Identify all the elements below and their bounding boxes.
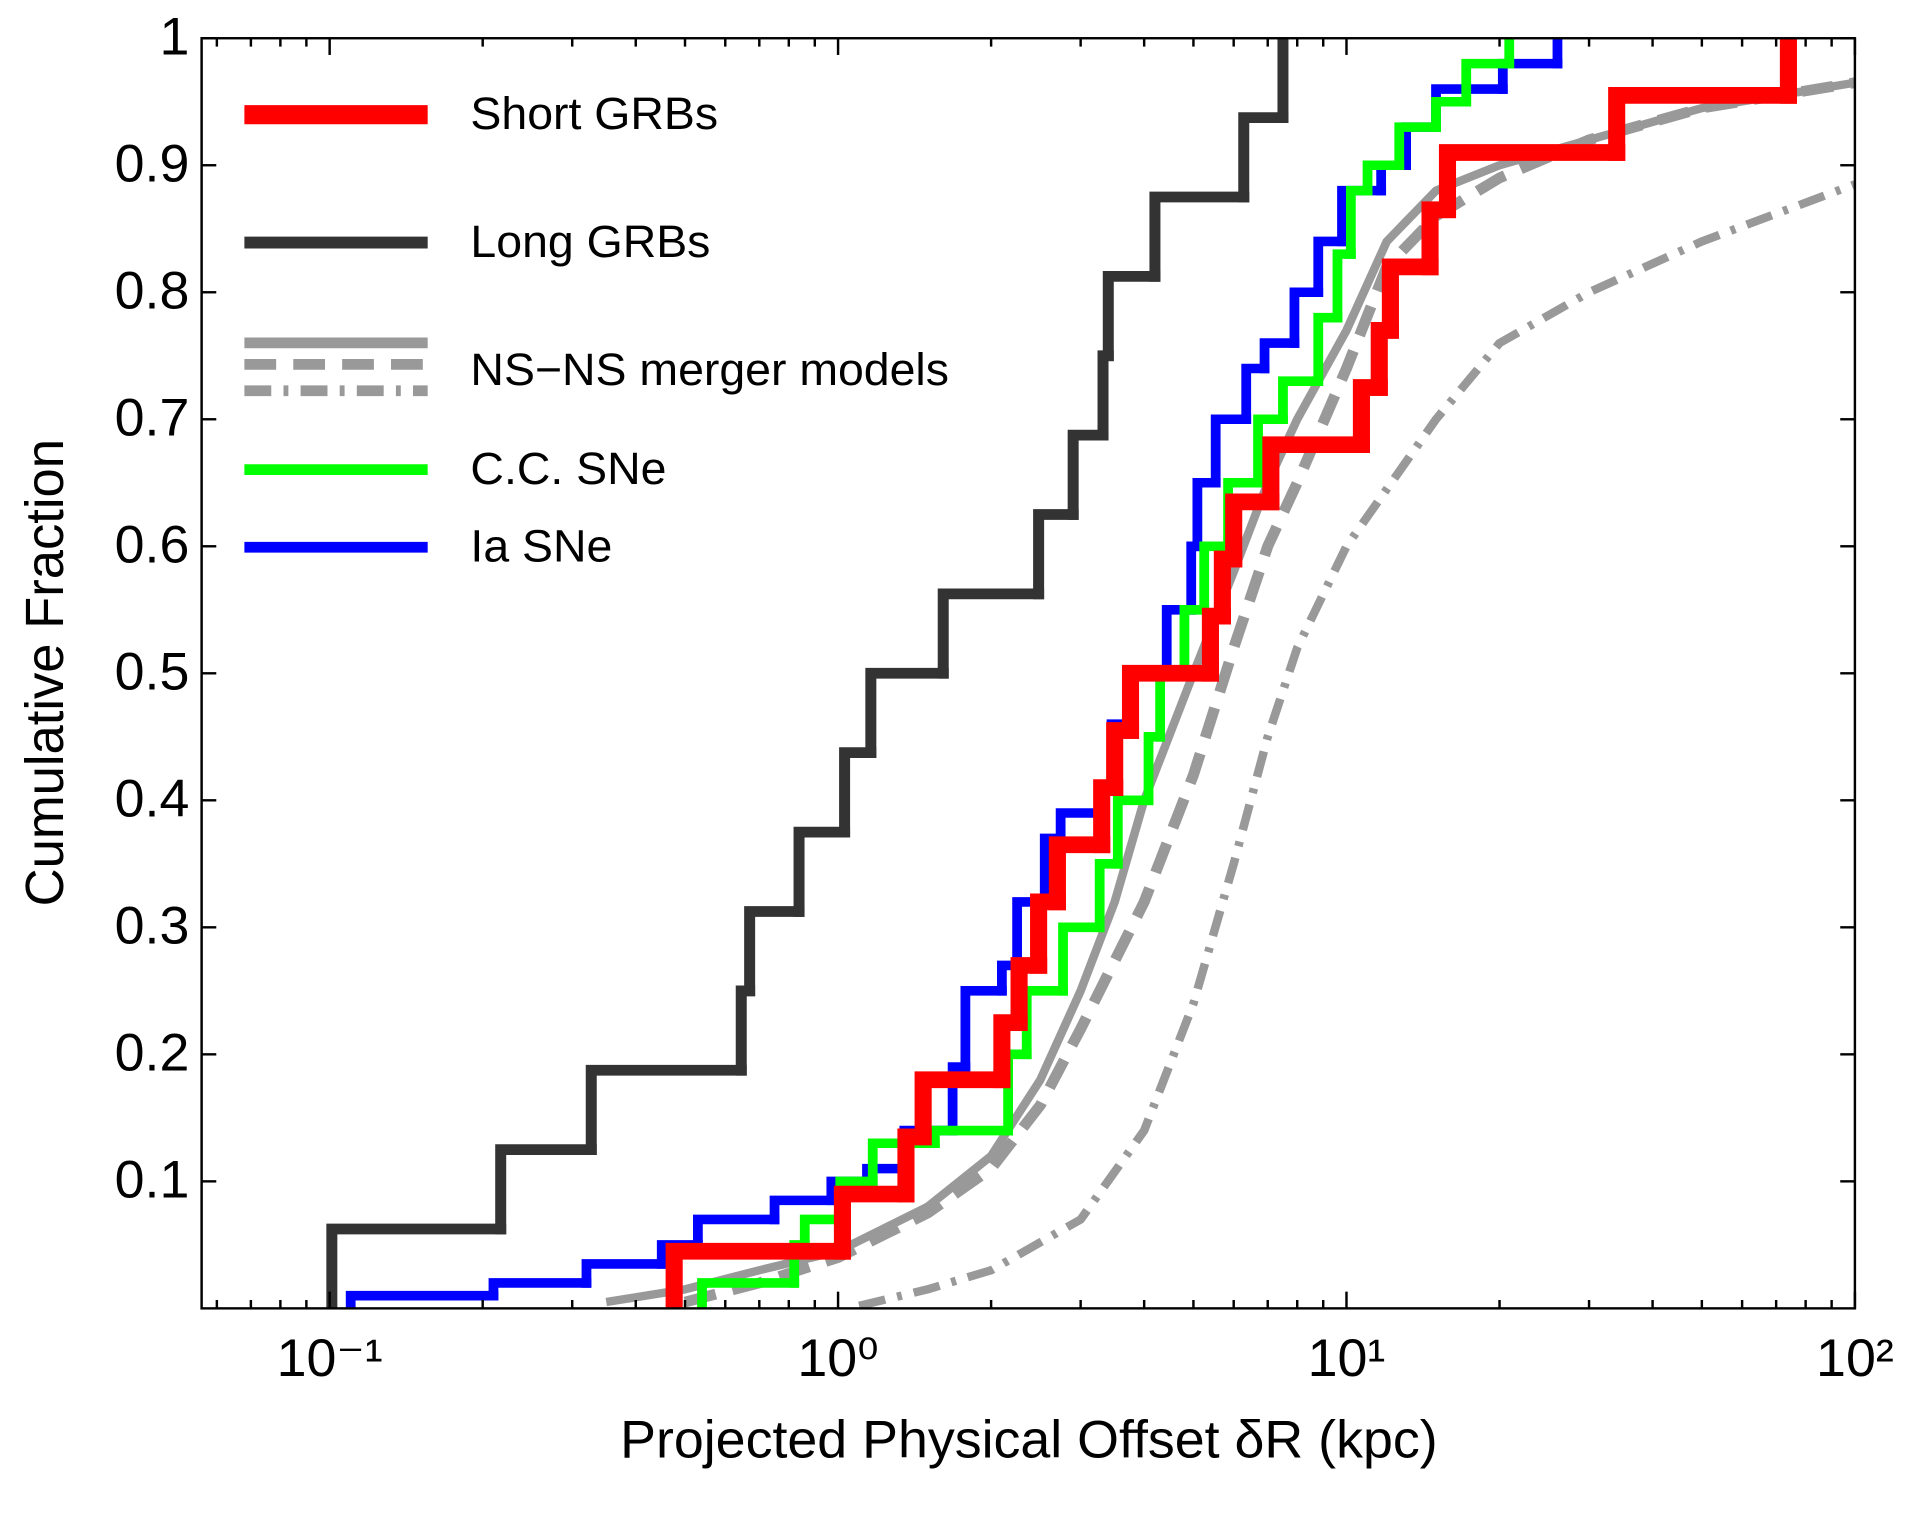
- plot-area: [326, 38, 1855, 1309]
- step-segment: [692, 1214, 780, 1250]
- step-segment: [929, 1125, 1013, 1149]
- step-segment: [1102, 271, 1161, 362]
- step-segment: [1055, 808, 1105, 844]
- step-segment: [1313, 236, 1347, 298]
- step-segment: [914, 1071, 1011, 1146]
- step-segment: [1438, 144, 1626, 219]
- step-segment: [495, 1144, 597, 1235]
- y-axis-label: Cumulative Fraction: [16, 439, 76, 906]
- step-segment: [1608, 87, 1797, 161]
- step-segment: [1289, 287, 1324, 348]
- step-segment: [581, 1259, 667, 1288]
- step-segment: [1210, 414, 1252, 488]
- legend-label: Long GRBs: [470, 215, 710, 266]
- step-segment: [1362, 160, 1405, 196]
- step-segment: [326, 1223, 507, 1309]
- step-segment: [1394, 122, 1441, 171]
- step-segment: [1067, 429, 1109, 520]
- step-segment: [345, 1290, 499, 1309]
- step-segment: [697, 1278, 800, 1309]
- step-segment: [1199, 541, 1233, 615]
- x-axis-label: Projected Physical Offset δR (kpc): [620, 1411, 1438, 1469]
- step-segment: [1381, 258, 1439, 339]
- y-tick-label: 0.7: [115, 389, 190, 447]
- step-segment: [1192, 478, 1221, 552]
- y-tick-label: 0.8: [115, 262, 190, 320]
- x-tick-label: 10²: [1816, 1330, 1894, 1388]
- model-curve: [858, 180, 1855, 1309]
- y-tick-label: 0.1: [115, 1151, 190, 1209]
- step-segment: [960, 986, 1007, 1072]
- x-tick-label: 10⁻¹: [277, 1330, 383, 1388]
- y-tick-label: 1: [159, 8, 189, 66]
- y-tick-label: 0.9: [115, 135, 190, 193]
- step-segment: [793, 826, 851, 917]
- step-segment: [937, 588, 1045, 679]
- step-segment: [1033, 509, 1079, 600]
- y-tick-label: 0.5: [115, 643, 190, 701]
- step-segment: [665, 1242, 851, 1309]
- step-segment: [1262, 436, 1370, 511]
- step-segment: [1112, 795, 1154, 869]
- legend-label: Short GRBs: [470, 88, 718, 139]
- step-segment: [1094, 859, 1123, 933]
- step-segment: [1241, 363, 1270, 425]
- model-curve: [683, 77, 1855, 1308]
- step-segment: [1097, 350, 1114, 441]
- step-segment: [1253, 414, 1288, 488]
- step-segment: [1149, 191, 1250, 282]
- step-segment: [833, 1185, 915, 1260]
- legend-label: NS−NS merger models: [470, 343, 949, 394]
- step-segment: [1461, 58, 1515, 107]
- step-segment: [865, 667, 949, 759]
- step-segment: [1313, 312, 1343, 386]
- step-segment: [488, 1278, 592, 1301]
- y-tick-label: 0.3: [115, 897, 190, 955]
- y-tick-label: 0.2: [115, 1024, 190, 1082]
- step-segment: [1048, 836, 1111, 911]
- step-segment: [744, 906, 805, 997]
- step-segment: [1238, 112, 1289, 203]
- y-tick-label: 0.4: [115, 770, 190, 828]
- step-segment: [1225, 493, 1280, 568]
- step-segment: [1179, 605, 1210, 679]
- x-tick-label: 10¹: [1308, 1330, 1386, 1388]
- legend-label: Ia SNe: [470, 520, 612, 571]
- step-segment: [1345, 185, 1373, 259]
- step-segment: [1431, 96, 1472, 132]
- x-tick-label: 10⁰: [797, 1330, 878, 1388]
- step-segment: [839, 747, 877, 838]
- step-segment: [1278, 376, 1324, 425]
- step-segment: [1121, 664, 1219, 739]
- step-segment: [585, 1064, 747, 1155]
- legend-label: C.C. SNe: [470, 442, 666, 493]
- step-segment: [769, 1195, 837, 1225]
- step-segment: [1259, 338, 1300, 374]
- step-segment: [1058, 922, 1105, 996]
- y-tick-label: 0.6: [115, 516, 190, 574]
- step-segment: [799, 1214, 846, 1250]
